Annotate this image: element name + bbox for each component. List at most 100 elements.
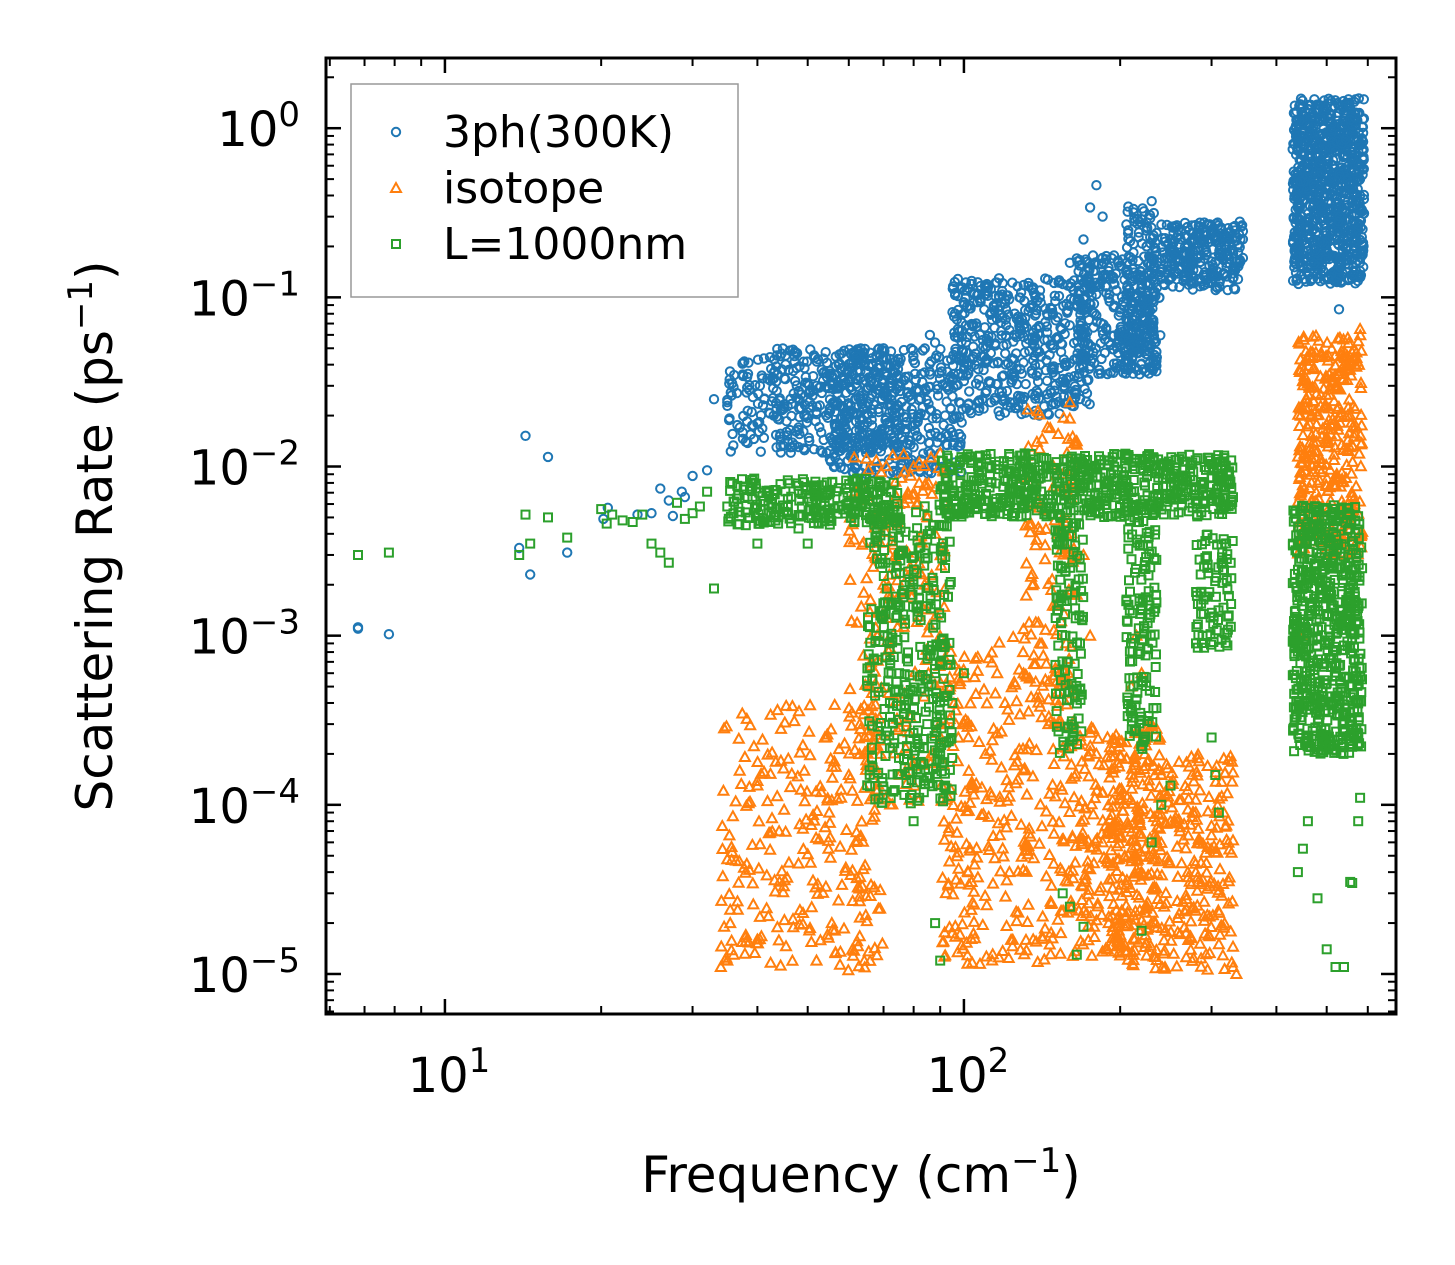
data-point xyxy=(1081,256,1092,268)
data-point xyxy=(818,434,829,446)
data-point xyxy=(1136,238,1148,249)
data-point xyxy=(1333,304,1345,315)
data-point xyxy=(1134,325,1146,336)
data-point xyxy=(1091,180,1102,191)
data-point xyxy=(833,457,844,468)
data-point xyxy=(1146,273,1158,284)
data-point xyxy=(1084,202,1096,213)
data-point xyxy=(1211,230,1223,242)
data-point xyxy=(1049,290,1061,301)
data-point xyxy=(737,433,749,444)
data-point xyxy=(1078,234,1089,245)
data-point xyxy=(1100,254,1112,265)
data-point xyxy=(1141,225,1152,236)
data-point xyxy=(868,378,879,389)
data-point xyxy=(917,345,929,356)
data-point xyxy=(732,419,743,431)
data-point xyxy=(725,446,736,457)
data-point xyxy=(912,417,923,428)
data-point xyxy=(924,329,936,341)
data-point xyxy=(1182,264,1193,275)
data-point xyxy=(1148,317,1159,328)
data-point xyxy=(1149,337,1160,349)
data-point xyxy=(959,307,970,319)
data-point xyxy=(1213,277,1225,288)
data-point xyxy=(863,360,874,372)
data-point xyxy=(878,377,889,388)
data-point xyxy=(1007,277,1018,288)
data-point xyxy=(725,387,736,398)
data-point xyxy=(655,483,666,494)
data-point xyxy=(887,405,898,416)
data-point xyxy=(1125,320,1137,331)
data-point xyxy=(877,440,888,452)
data-point xyxy=(1101,288,1112,299)
data-point xyxy=(898,344,910,356)
data-point xyxy=(794,428,805,440)
data-point xyxy=(851,351,862,362)
data-point xyxy=(1121,267,1132,278)
data-point xyxy=(1233,261,1244,272)
data-point xyxy=(1135,308,1146,319)
data-point xyxy=(985,347,996,359)
data-point xyxy=(846,405,857,416)
data-point xyxy=(757,400,769,411)
data-point xyxy=(1144,358,1155,369)
data-point xyxy=(1163,274,1174,286)
data-point xyxy=(752,354,764,365)
data-point xyxy=(772,369,783,380)
data-point xyxy=(1161,219,1173,231)
data-point xyxy=(1008,354,1020,365)
data-point xyxy=(975,280,986,292)
data-point xyxy=(949,412,960,423)
data-point xyxy=(1107,344,1118,355)
data-point xyxy=(991,313,1002,324)
data-point xyxy=(701,465,713,476)
data-point xyxy=(1011,378,1022,390)
data-point xyxy=(1090,277,1101,288)
data-point xyxy=(992,356,1003,367)
data-point xyxy=(866,407,878,419)
data-point xyxy=(1097,211,1108,222)
data-point xyxy=(562,547,573,558)
data-point xyxy=(1108,367,1119,378)
data-point xyxy=(1028,287,1040,299)
data-point xyxy=(1008,329,1020,341)
data-point xyxy=(948,382,959,393)
data-point xyxy=(1083,277,1094,288)
data-point xyxy=(1223,240,1235,251)
data-point xyxy=(803,432,814,443)
data-point xyxy=(829,448,840,459)
data-point xyxy=(1061,298,1072,310)
data-point xyxy=(1012,390,1024,402)
data-point xyxy=(946,427,958,438)
data-point xyxy=(775,441,786,452)
data-point xyxy=(810,416,821,427)
data-point xyxy=(1121,313,1132,324)
data-point xyxy=(1069,371,1080,382)
data-point xyxy=(918,448,929,459)
data-point xyxy=(798,356,809,367)
data-point xyxy=(926,356,937,367)
data-point xyxy=(845,400,856,411)
data-point xyxy=(1030,390,1041,401)
data-point xyxy=(1199,272,1211,283)
data-point xyxy=(963,398,974,409)
data-point xyxy=(741,416,753,427)
data-point xyxy=(1165,234,1177,245)
data-point xyxy=(913,394,925,406)
data-point xyxy=(799,445,810,456)
data-point xyxy=(754,416,765,428)
data-point xyxy=(784,345,796,356)
data-point xyxy=(977,394,988,405)
data-point xyxy=(831,382,842,393)
data-point xyxy=(1125,252,1136,263)
data-point xyxy=(801,356,813,367)
data-point xyxy=(902,387,913,398)
data-point xyxy=(1069,387,1080,398)
data-point xyxy=(1192,237,1203,249)
data-point xyxy=(956,331,968,342)
data-point xyxy=(1123,284,1134,295)
data-point xyxy=(1082,272,1093,283)
data-point xyxy=(1108,279,1120,290)
